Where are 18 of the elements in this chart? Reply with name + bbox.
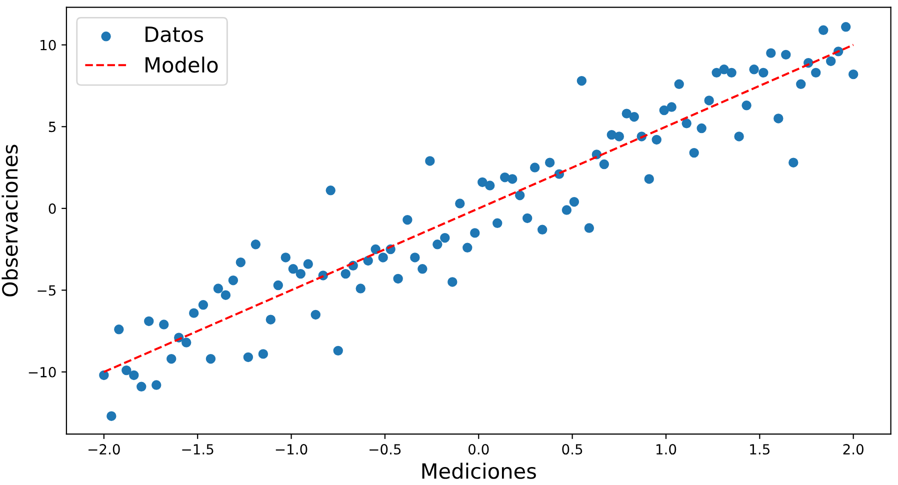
y-tick-label: 10 bbox=[40, 40, 56, 50]
x-tick-label: 1.0 bbox=[656, 444, 676, 455]
y-tick-label: 5 bbox=[48, 122, 56, 132]
y-tick-label: 0 bbox=[48, 203, 56, 214]
x-tick-label: 0.0 bbox=[468, 444, 489, 455]
x-tick-label: −1.0 bbox=[276, 444, 308, 455]
y-tick-label: −10 bbox=[28, 366, 56, 378]
x-tick-label: −2.0 bbox=[88, 444, 120, 455]
x-tick-label: 1.5 bbox=[750, 444, 770, 455]
x-tick-label: −1.5 bbox=[182, 444, 214, 455]
y-axis-title: Observaciones bbox=[2, 144, 18, 296]
x-tick-label: 2.0 bbox=[843, 444, 864, 455]
x-axis-title: Mediciones bbox=[422, 462, 536, 479]
x-tick-label: 0.5 bbox=[562, 444, 582, 455]
legend-label: Datos bbox=[146, 26, 204, 42]
y-tick-label: −5 bbox=[38, 285, 56, 296]
legend-label: Modelo bbox=[146, 56, 218, 73]
x-tick-label: −0.5 bbox=[370, 444, 401, 455]
